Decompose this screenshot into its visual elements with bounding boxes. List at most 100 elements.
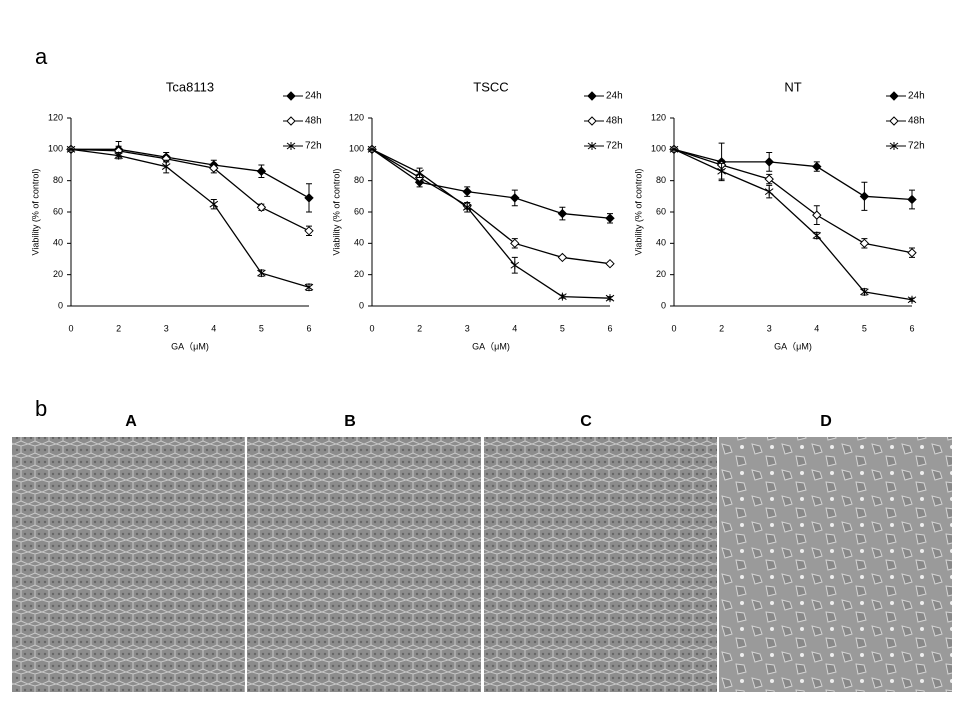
image-label: A (125, 413, 137, 430)
marker (764, 174, 774, 184)
marker (161, 162, 171, 171)
x-tick-label: 4 (211, 323, 216, 333)
micrograph (484, 437, 717, 692)
micrograph (247, 437, 481, 692)
y-tick-label: 60 (53, 206, 63, 216)
micrograph (12, 437, 245, 692)
x-tick-label: 3 (465, 323, 470, 333)
marker (558, 292, 567, 301)
x-tick-label: 5 (560, 323, 565, 333)
panel-label: b (35, 396, 47, 421)
series-line (673, 148, 913, 201)
y-tick-label: 40 (354, 238, 364, 248)
image-label: D (820, 413, 832, 430)
marker (907, 248, 917, 258)
legend-label: 72h (305, 141, 322, 152)
x-tick-label: 4 (512, 323, 517, 333)
marker (415, 168, 424, 177)
marker (587, 142, 597, 150)
marker (764, 157, 774, 167)
marker (889, 116, 899, 126)
marker (907, 194, 917, 205)
y-tick-label: 120 (349, 112, 364, 122)
x-tick-label: 2 (719, 323, 724, 333)
y-tick-label: 40 (656, 238, 666, 248)
legend-label: 24h (305, 91, 322, 102)
marker (859, 238, 870, 249)
x-axis-label: GA（μM) (171, 341, 209, 351)
marker (605, 258, 615, 269)
marker (286, 91, 296, 101)
x-tick-label: 6 (607, 323, 612, 333)
legend-label: 24h (908, 91, 925, 102)
panel-label: a (35, 44, 48, 69)
chart-title: NT (784, 79, 801, 94)
y-tick-label: 20 (53, 269, 63, 279)
y-tick-label: 60 (354, 206, 364, 216)
marker (907, 295, 917, 304)
x-axis-label: GA（μM) (774, 341, 812, 351)
marker (812, 161, 822, 172)
marker (209, 163, 219, 173)
marker (256, 166, 267, 176)
marker (605, 213, 615, 223)
y-tick-label: 100 (48, 144, 63, 154)
marker (304, 283, 314, 292)
legend-label: 72h (606, 141, 623, 152)
series-line (371, 148, 611, 219)
marker (860, 287, 869, 296)
marker (304, 193, 314, 203)
marker (510, 261, 520, 270)
series-line (371, 148, 611, 265)
legend-label: 48h (305, 116, 322, 127)
x-tick-label: 6 (909, 323, 914, 333)
x-tick-label: 2 (417, 323, 422, 333)
marker (812, 231, 822, 240)
x-tick-label: 0 (369, 323, 374, 333)
x-tick-label: 6 (306, 323, 311, 333)
y-axis-label: Viability (% of control) (331, 169, 341, 256)
marker (462, 203, 472, 212)
y-tick-label: 40 (53, 238, 63, 248)
y-tick-label: 0 (359, 300, 364, 310)
marker (256, 202, 267, 213)
marker (286, 142, 296, 150)
marker (510, 193, 520, 203)
y-tick-label: 80 (53, 175, 63, 185)
x-axis-label: GA（μM) (472, 341, 510, 351)
x-tick-label: 5 (259, 323, 264, 333)
x-tick-label: 4 (814, 323, 819, 333)
legend-label: 24h (606, 91, 623, 102)
y-tick-label: 0 (661, 300, 666, 310)
y-tick-label: 120 (48, 112, 63, 122)
y-tick-label: 60 (656, 206, 666, 216)
chart-title: TSCC (473, 79, 508, 94)
marker (587, 116, 597, 126)
marker (859, 191, 870, 202)
marker (114, 151, 123, 160)
series-line (71, 148, 310, 199)
y-tick-label: 120 (651, 112, 666, 122)
marker (889, 142, 899, 150)
x-tick-label: 5 (862, 323, 867, 333)
x-tick-label: 3 (767, 323, 772, 333)
y-axis-label: Viability (% of control) (30, 169, 40, 256)
legend-label: 48h (908, 116, 925, 127)
marker (286, 116, 296, 126)
x-tick-label: 3 (164, 323, 169, 333)
y-tick-label: 20 (656, 269, 666, 279)
image-label: B (344, 413, 356, 430)
marker (587, 91, 597, 101)
series-line (70, 148, 310, 288)
marker (462, 186, 472, 197)
marker (510, 238, 520, 249)
marker (717, 167, 726, 176)
y-tick-label: 0 (58, 300, 63, 310)
marker (557, 252, 568, 263)
marker (304, 226, 314, 236)
marker (367, 145, 377, 154)
marker (257, 269, 266, 278)
image-label: C (580, 413, 592, 430)
y-tick-label: 80 (354, 175, 364, 185)
